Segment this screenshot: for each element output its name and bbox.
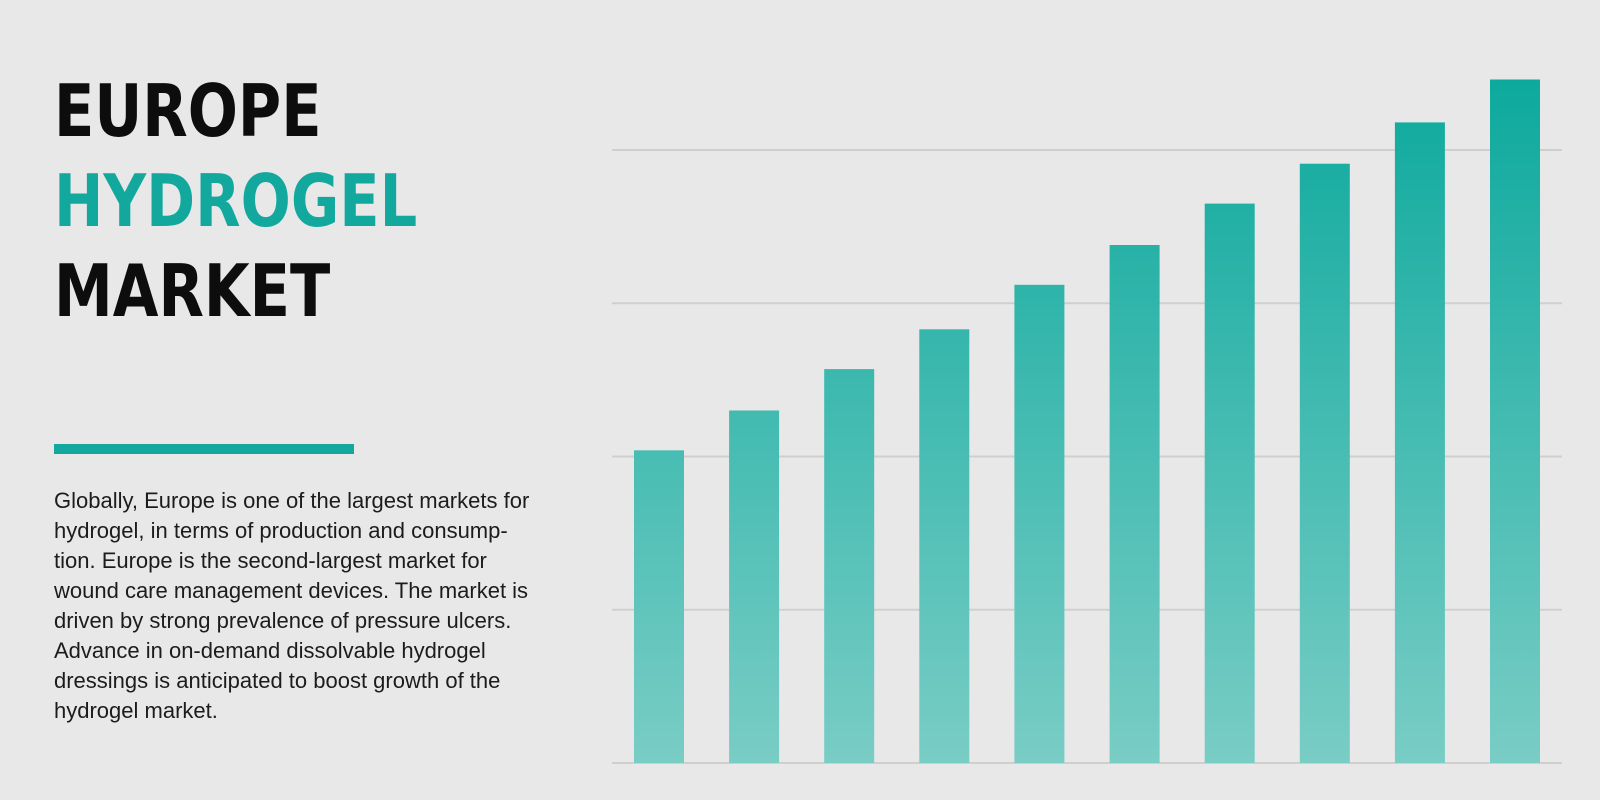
description-line: tion. Europe is the second-largest marke… <box>54 548 487 573</box>
description-line: Globally, Europe is one of the largest m… <box>54 488 530 513</box>
bar <box>1204 203 1255 764</box>
bar <box>634 450 684 763</box>
bar <box>1014 284 1065 763</box>
bar <box>919 329 970 763</box>
bar <box>1299 163 1350 763</box>
bar <box>824 369 875 763</box>
title-line-market: MARKET <box>54 249 331 333</box>
description-line: hydrogel market. <box>54 698 218 723</box>
bar <box>1394 122 1445 763</box>
bar <box>1109 245 1160 763</box>
page-title: EUROPE HYDROGEL MARKET <box>54 66 417 336</box>
bar <box>729 410 780 763</box>
accent-divider <box>54 444 354 454</box>
bar <box>1490 79 1540 763</box>
market-description: Globally, Europe is one of the largest m… <box>54 486 584 726</box>
description-line: dressings is anticipated to boost growth… <box>54 668 501 693</box>
title-line-europe: EUROPE <box>54 69 322 153</box>
description-line: Advance in on-demand dissolvable hydroge… <box>54 638 486 663</box>
description-line: driven by strong prevalence of pressure … <box>54 608 512 633</box>
description-line: wound care management devices. The marke… <box>54 578 529 603</box>
title-line-hydrogel: HYDROGEL <box>54 159 418 243</box>
description-line: hydrogel, in terms of production and con… <box>54 518 508 543</box>
